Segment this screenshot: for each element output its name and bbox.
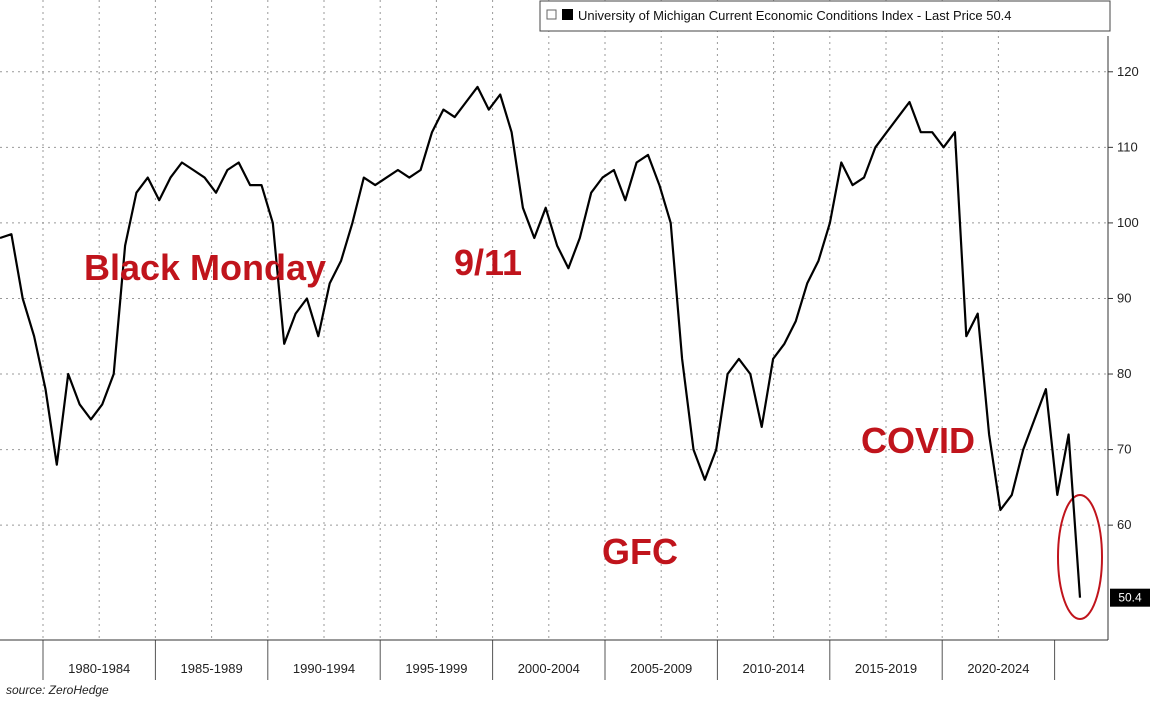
y-tick-label: 100 [1117,215,1139,230]
x-tick-label: 2005-2009 [630,661,692,676]
x-tick-label: 2015-2019 [855,661,917,676]
annotation: COVID [860,420,976,461]
annotation: Black Monday [83,247,327,288]
x-tick-label: 2000-2004 [518,661,580,676]
legend-text: University of Michigan Current Economic … [578,8,1012,23]
line [0,85,1082,598]
last-price-box [1110,588,1150,607]
y-tick-label: 60 [1117,517,1131,532]
annotation: GFC [602,531,678,572]
y-tick-label: 80 [1117,366,1131,381]
x-tick-label: 1995-1999 [405,661,467,676]
y-tick-label: 110 [1117,139,1138,154]
y-tick-label: 90 [1117,290,1131,305]
last-price-label: 50.4 [1118,591,1142,605]
x-tick-label: 1990-1994 [293,661,355,676]
legend-swatch [562,9,573,20]
x-tick-label: 1985-1989 [181,661,243,676]
legend-checkbox [546,9,557,20]
y-tick-label: 120 [1117,64,1139,79]
x-tick-label: 2020-2024 [967,661,1029,676]
annotation: 9/11 [453,242,523,283]
legend-box [539,0,1111,32]
highlight-ellipse [1057,494,1103,620]
x-tick-label: 2010-2014 [743,661,805,676]
x-tick-label: 1980-1984 [68,661,130,676]
y-tick-label: 70 [1117,442,1131,457]
source: source: ZeroHedge [6,683,109,697]
